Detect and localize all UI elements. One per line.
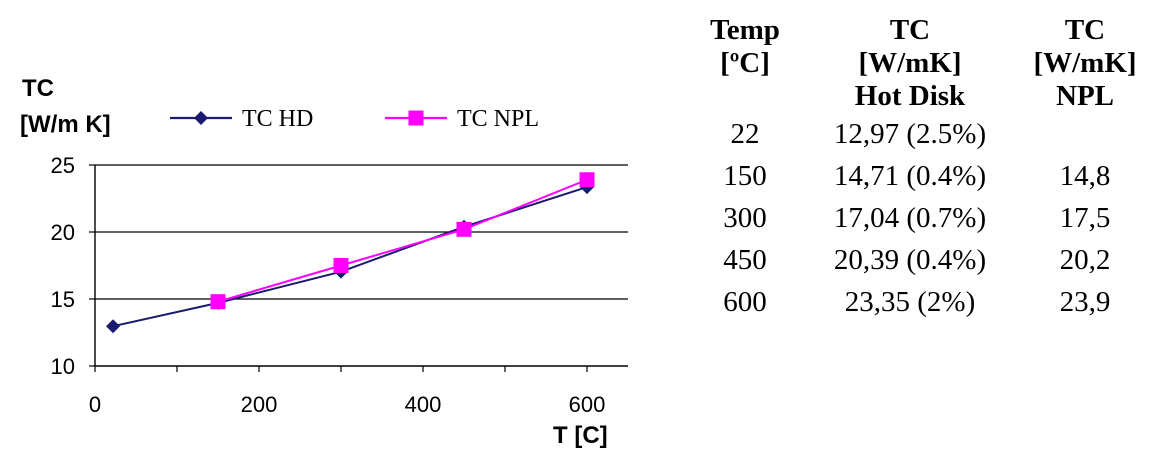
- legend-marker: [194, 111, 208, 125]
- header-temp: Temp [ºC]: [690, 14, 800, 113]
- table-row: 300 17,04 (0.7%) 17,5: [690, 197, 1150, 239]
- data-table: Temp [ºC] TC [W/mK] Hot Disk TC [W/mK] N…: [690, 14, 1150, 323]
- table-row: 150 14,71 (0.4%) 14,8: [690, 155, 1150, 197]
- series-tc-npl: [210, 172, 595, 310]
- table-cell: 20,39 (0.4%): [833, 243, 987, 276]
- series-group: [106, 172, 595, 334]
- table-cell: 22: [730, 117, 760, 150]
- x-tick-label: 600: [569, 392, 606, 417]
- series-line: [217, 178, 588, 303]
- header-text: TC: [889, 14, 931, 46]
- table-header-row: Temp [ºC] TC [W/mK] Hot Disk TC [W/mK] N…: [690, 14, 1150, 113]
- header-text: NPL: [1056, 80, 1114, 112]
- table-cell: 14,71 (0.4%): [833, 159, 987, 192]
- table-cell: 23,9: [1059, 285, 1111, 318]
- data-point: [579, 172, 595, 188]
- table-cell: 14,8: [1059, 159, 1111, 192]
- table-cell: 300: [723, 201, 767, 234]
- y-tick-label: 10: [51, 354, 75, 379]
- y-tick-label: 20: [51, 220, 75, 245]
- header-text: [ºC]: [720, 47, 770, 79]
- table-cell: 20,2: [1059, 243, 1111, 276]
- series-tc-hd: [106, 180, 594, 334]
- header-text: Temp: [710, 14, 780, 46]
- table-cell: 12,97 (2.5%): [833, 117, 987, 150]
- header-tc-npl: TC [W/mK] NPL: [1020, 14, 1150, 113]
- table-cell: 17,5: [1059, 201, 1111, 234]
- data-point: [333, 258, 349, 273]
- data-point: [210, 294, 226, 310]
- table-row: 450 20,39 (0.4%) 20,2: [690, 239, 1150, 281]
- header-text: [W/mK]: [858, 47, 962, 79]
- table-cell: 150: [723, 159, 767, 192]
- table-cell: 23,35 (2%): [844, 285, 976, 318]
- table-cell: 17,04 (0.7%): [833, 201, 987, 234]
- x-tick-label: 0: [89, 392, 101, 417]
- legend: TC HD TC NPL: [170, 106, 539, 132]
- table-cell: 600: [723, 285, 767, 318]
- tc-table: Temp [ºC] TC [W/mK] Hot Disk TC [W/mK] N…: [690, 14, 1150, 323]
- header-text: TC: [1064, 14, 1106, 46]
- legend-marker: [408, 110, 424, 126]
- legend-item: TC HD: [170, 106, 313, 132]
- x-tick-label: 200: [241, 392, 278, 417]
- y-axis-label-line1: TC: [22, 75, 54, 102]
- header-text: [W/mK]: [1033, 47, 1137, 79]
- legend-label: TC NPL: [457, 106, 539, 132]
- header-text: Hot Disk: [854, 80, 966, 112]
- data-point: [106, 319, 121, 334]
- legend-item: TC NPL: [385, 106, 539, 132]
- x-axis-label: T [C]: [553, 422, 608, 449]
- y-tick-label: 15: [51, 287, 75, 312]
- table-cell: [1020, 113, 1150, 155]
- table-row: 22 12,97 (2.5%): [690, 113, 1150, 155]
- y-axis-label-line2: [W/m K]: [20, 111, 111, 138]
- table-row: 600 23,35 (2%) 23,9: [690, 281, 1150, 323]
- table-cell: 450: [723, 243, 767, 276]
- y-ticks: 10 15 20 25: [51, 153, 95, 379]
- grid-lines: [95, 164, 628, 300]
- header-tc-hot-disk: TC [W/mK] Hot Disk: [800, 14, 1020, 113]
- x-ticks: 0 200 400 600: [89, 366, 605, 417]
- y-tick-label: 25: [51, 153, 75, 178]
- x-tick-label: 400: [405, 392, 442, 417]
- axes: [94, 165, 628, 367]
- legend-label: TC HD: [242, 106, 313, 132]
- data-point: [456, 221, 472, 237]
- tc-chart: TC [W/m K] TC HD TC NPL 10 15 20 25 0 200 400 6…: [20, 75, 628, 449]
